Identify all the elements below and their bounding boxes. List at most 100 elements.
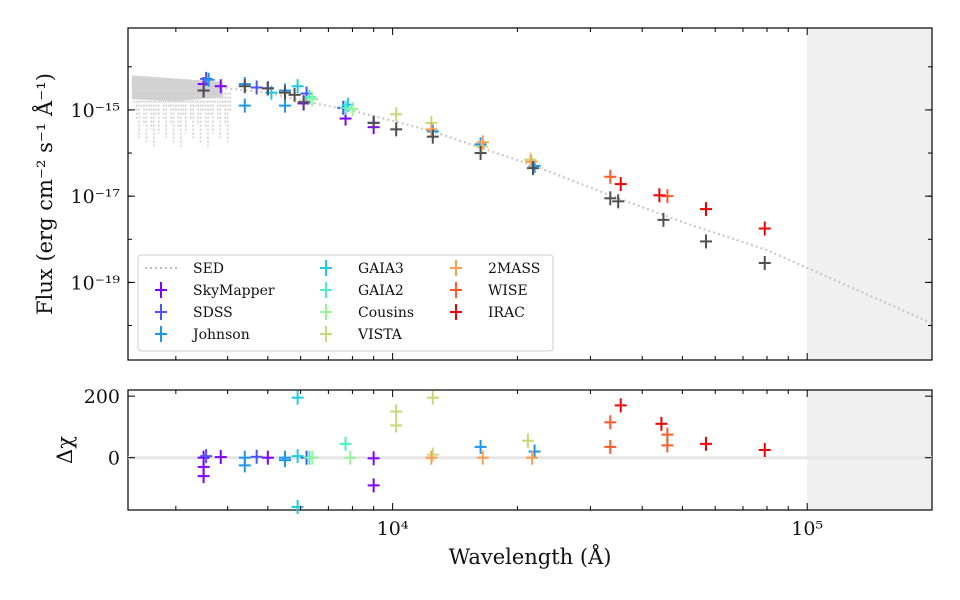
top-point-sdss-1 — [250, 80, 263, 95]
residual-point-gaia3-1 — [291, 499, 304, 514]
top-point-irac-0 — [614, 177, 627, 192]
legend-label: SED — [193, 261, 224, 277]
top-point-irac-2 — [699, 202, 712, 217]
residual-point-skymapper-2 — [197, 469, 210, 484]
top-point-model-8 — [426, 129, 439, 144]
top-point-model-10 — [526, 161, 539, 176]
residual-point-sdss-1 — [250, 449, 263, 464]
legend-item-sdss: SDSS — [155, 304, 233, 321]
residual-point-2mass-1 — [476, 450, 489, 465]
top-point-model-2 — [261, 81, 274, 96]
residual-point-johnson-1 — [238, 450, 251, 465]
residual-point-vista-1 — [390, 418, 403, 433]
top-point-cousins-0 — [306, 92, 319, 107]
legend-label: IRAC — [488, 305, 525, 321]
top-point-model-7 — [390, 122, 403, 137]
legend-item-cousins: Cousins — [320, 304, 414, 321]
bottom-y-tick-label: 0 — [108, 448, 120, 470]
legend-item-vista: VISTA — [320, 326, 403, 343]
top-point-model-3 — [278, 85, 291, 100]
legend-label: SDSS — [193, 305, 233, 321]
residual-point-wise-3 — [661, 438, 674, 453]
top-point-model-12 — [612, 194, 625, 209]
top-point-johnson-0 — [202, 72, 215, 87]
residual-point-skymapper-4 — [261, 450, 274, 465]
residual-point-sdss-0 — [200, 449, 213, 464]
top-point-model-14 — [699, 234, 712, 249]
top-point-gaia3-0 — [291, 79, 304, 94]
residual-point-2mass-0 — [425, 450, 438, 465]
residual-point-cousins-0 — [306, 450, 319, 465]
top-frame — [127, 27, 933, 361]
legend-label: GAIA3 — [358, 261, 404, 277]
bottom-y-tick-label: 200 — [84, 386, 120, 408]
residual-point-wise-1 — [604, 439, 617, 454]
legend-item-sed: SED — [145, 261, 224, 277]
residual-point-2mass-2 — [526, 450, 539, 465]
axis-labels: Wavelength (Å) Flux (erg cm⁻² s⁻¹ Å⁻¹) Δχ — [32, 73, 611, 569]
residual-point-vista-0 — [390, 404, 403, 419]
top-point-model-15 — [758, 255, 771, 270]
legend-label: Johnson — [191, 327, 250, 343]
legend-label: SkyMapper — [193, 283, 275, 299]
residual-point-gaia3-2 — [291, 449, 304, 464]
legend-item-skymapper: SkyMapper — [155, 282, 275, 299]
bottom-y-axis-label: Δχ — [53, 436, 77, 464]
top-point-model-4 — [288, 87, 301, 102]
top-point-2mass-2 — [525, 154, 538, 169]
legend: SED SkyMapper SDSS Johnson GAIA3 GAIA2 Cousins… — [137, 254, 554, 352]
top-point-irac-3 — [758, 221, 771, 236]
residual-point-vista-2 — [426, 390, 439, 405]
residual-point-skymapper-5 — [367, 478, 380, 493]
top-point-model-1 — [238, 79, 251, 94]
top-point-model-9 — [474, 146, 487, 161]
legend-item-johnson: Johnson — [155, 326, 250, 343]
top-point-wise-0 — [604, 169, 617, 184]
x-tick-label: 10⁴ — [377, 518, 409, 540]
residual-point-vista-3 — [426, 447, 439, 462]
legend-item-gaia2: GAIA2 — [320, 282, 404, 299]
legend-item-2mass: 2MASS — [450, 260, 540, 277]
residual-point-johnson-3 — [278, 450, 291, 465]
bottom-frame — [127, 389, 933, 511]
top-y-tick-label: 10⁻¹⁷ — [71, 186, 121, 208]
legend-box — [137, 254, 554, 352]
residual-point-irac-1 — [655, 416, 668, 431]
top-point-2mass-0 — [425, 122, 438, 137]
residual-point-wise-0 — [604, 415, 617, 430]
sed-model-line — [135, 80, 933, 325]
top-point-model-0 — [197, 83, 210, 98]
top-point-johnson-2 — [238, 98, 251, 113]
top-point-cousins-1 — [346, 102, 359, 117]
legend-label: WISE — [488, 283, 528, 299]
top-y-tick-label: 10⁻¹⁵ — [71, 100, 120, 122]
top-point-skymapper-2 — [214, 79, 227, 94]
x-tick-label: 10⁵ — [791, 518, 823, 540]
top-point-model-13 — [657, 212, 670, 227]
residual-point-johnson-5 — [528, 444, 541, 459]
top-shaded-region — [807, 28, 932, 360]
legend-item-gaia3: GAIA3 — [320, 260, 404, 277]
bottom-panel: 200 0 10⁴ 10⁵ — [84, 386, 933, 540]
top-point-irac-1 — [653, 188, 666, 203]
residual-point-johnson-4 — [474, 439, 487, 454]
top-point-gaia2-1 — [339, 100, 352, 115]
top-point-vista-0 — [390, 107, 403, 122]
top-point-model-11 — [604, 191, 617, 206]
top-point-model-5 — [297, 95, 310, 110]
top-panel: 10⁻¹⁵ 10⁻¹⁷ 10⁻¹⁹ SED SkyMapper SDSS Johnson GA… — [71, 27, 933, 361]
bottom-shaded-region — [807, 390, 932, 510]
residual-point-irac-2 — [699, 436, 712, 451]
residual-point-vista-4 — [521, 433, 534, 448]
legend-label: VISTA — [357, 327, 403, 343]
top-y-tick-label: 10⁻¹⁹ — [71, 272, 121, 294]
residual-point-irac-0 — [614, 398, 627, 413]
legend-item-irac: IRAC — [450, 304, 525, 321]
top-y-axis-label: Flux (erg cm⁻² s⁻¹ Å⁻¹) — [32, 73, 57, 315]
sed-uv-forest — [131, 75, 231, 147]
residual-point-gaia2-1 — [339, 436, 352, 451]
residual-point-skymapper-6 — [367, 451, 380, 466]
x-axis-label: Wavelength (Å) — [449, 544, 612, 569]
residual-point-irac-3 — [758, 443, 771, 457]
